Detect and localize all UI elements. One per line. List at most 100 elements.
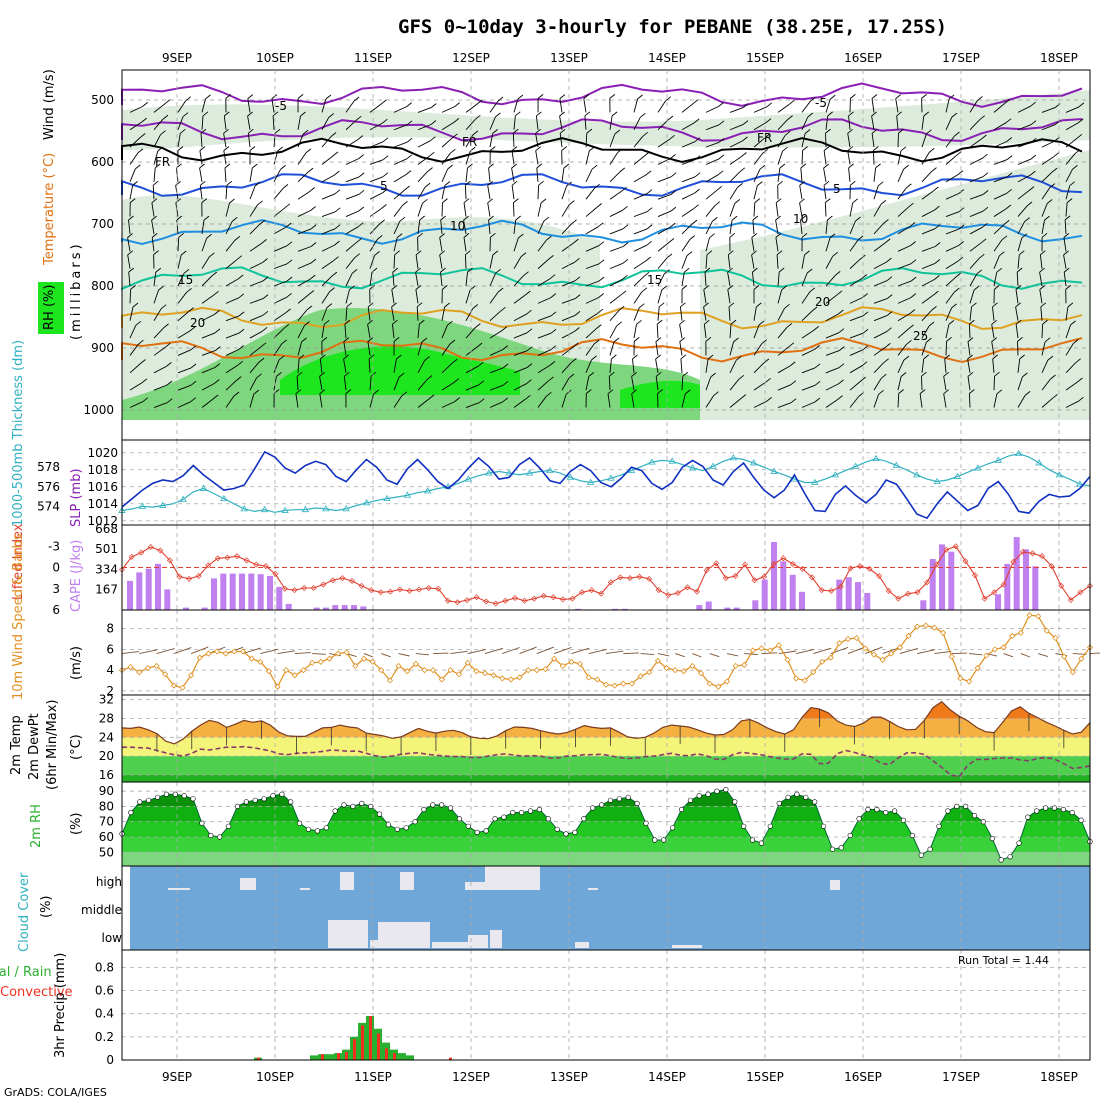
wind-barb xyxy=(775,202,779,217)
lifted-point xyxy=(234,553,241,560)
wind-barb xyxy=(656,324,659,339)
rh2m-point xyxy=(1025,814,1031,820)
wind-barb xyxy=(369,255,376,269)
wind-barb-flag xyxy=(1005,118,1012,124)
wind-barb-flag xyxy=(429,151,435,157)
wind-barb-flag xyxy=(454,102,460,107)
wind-barb xyxy=(897,359,905,373)
wind-barb-flag xyxy=(1077,377,1083,383)
wind-barb-flag xyxy=(175,181,181,186)
wind10-barb xyxy=(1089,652,1100,654)
wind-barb-flag xyxy=(658,302,665,308)
wind-barb-flag xyxy=(669,222,676,228)
wind-barb xyxy=(609,309,620,322)
wind-barb-flag xyxy=(646,207,653,213)
wind-barb xyxy=(271,98,275,113)
wind-barb-flag xyxy=(518,233,524,239)
cape-bar xyxy=(864,593,871,610)
rh2m-point xyxy=(581,816,587,822)
precip-conv-bar xyxy=(353,1039,356,1060)
wind-barb-flag xyxy=(406,137,413,143)
wind-barb-flag xyxy=(814,380,821,386)
wind-barb-flag xyxy=(1003,220,1010,225)
wind-barb-flag xyxy=(996,267,1002,273)
cape-bar xyxy=(771,542,777,610)
wind-barb-flag xyxy=(190,345,197,351)
wind-barb xyxy=(943,376,947,391)
wind-barb-flag xyxy=(285,308,291,314)
wind-barb xyxy=(513,383,527,391)
wind-barb-flag xyxy=(537,94,544,99)
lifted-point xyxy=(454,599,461,606)
wind-barb-flag xyxy=(779,163,786,169)
wind-barb-flag xyxy=(549,361,556,366)
isotherm-label: 25 xyxy=(913,329,928,343)
wind-barb-flag xyxy=(202,111,209,117)
wind-barb xyxy=(321,307,328,321)
thickness-point xyxy=(974,464,982,471)
wind-barb xyxy=(800,167,803,182)
wind10-point xyxy=(1035,613,1042,620)
wind-barb-flag xyxy=(814,363,821,369)
wind-barb-flag xyxy=(511,180,518,186)
rh2m-point xyxy=(527,808,534,814)
wind-barb-flag xyxy=(369,285,375,290)
lifted-point xyxy=(569,595,576,602)
wind-barb-flag xyxy=(825,128,831,134)
wind-barb-flag xyxy=(286,259,293,265)
wind10-point xyxy=(127,663,134,671)
wind-barb xyxy=(921,294,934,304)
wind-barb-flag xyxy=(189,326,196,332)
lifted-point xyxy=(243,557,250,564)
wind-barb xyxy=(369,176,384,183)
wind-barb xyxy=(849,220,856,235)
wind-barb xyxy=(679,341,683,356)
wind-barb xyxy=(537,332,552,339)
wind-barb-flag xyxy=(693,204,699,210)
wind-barb xyxy=(655,376,659,391)
run-total: Run Total = 1.44 xyxy=(958,954,1049,967)
wind-barb xyxy=(969,242,982,252)
wind-barb-flag xyxy=(296,371,303,377)
wind10-barb xyxy=(260,648,279,654)
wind-barb xyxy=(127,237,131,252)
wind-barb xyxy=(705,358,709,373)
rh-tick-label: 70 xyxy=(99,815,114,829)
rh2m-point xyxy=(590,805,596,811)
wind-barb xyxy=(393,254,396,269)
wind-barb xyxy=(321,98,327,113)
panel-frame xyxy=(121,949,1091,1061)
wind-barb xyxy=(129,325,137,339)
rh2m-point xyxy=(234,803,240,810)
wind-barb xyxy=(921,171,932,183)
wind-barb xyxy=(153,134,161,148)
wind-barb xyxy=(441,306,446,321)
wind-barb-flag xyxy=(199,146,206,151)
wind-barb xyxy=(729,203,736,217)
wind-barb xyxy=(1017,221,1025,235)
lifted-point xyxy=(1019,548,1026,555)
temp-tick-label: 24 xyxy=(99,730,114,744)
thickness-point xyxy=(525,469,534,476)
rh2m-point xyxy=(945,808,951,814)
wind-barb-flag xyxy=(319,372,325,377)
wind-barb xyxy=(249,314,264,322)
wind-barb-flag xyxy=(681,285,688,290)
wind-barb-flag xyxy=(909,309,916,314)
wind-barb xyxy=(681,223,693,235)
lifted-point xyxy=(492,600,499,607)
wind-barb-flag xyxy=(728,302,735,308)
wind-barb-flag xyxy=(838,363,845,369)
wind-barb-flag xyxy=(636,319,642,325)
wind-barb-flag xyxy=(825,198,831,203)
lifted-point xyxy=(1067,597,1074,604)
wind-barb xyxy=(345,273,353,287)
wind-barb xyxy=(729,341,734,356)
wind-barb xyxy=(1065,169,1073,183)
wind-barb-flag xyxy=(334,170,340,176)
wind-barb xyxy=(273,169,281,183)
wind10-unit: (m/s) xyxy=(69,646,84,680)
wind-barb xyxy=(801,348,815,356)
wind-barb-flag xyxy=(488,215,494,221)
lifted-point xyxy=(205,562,212,569)
